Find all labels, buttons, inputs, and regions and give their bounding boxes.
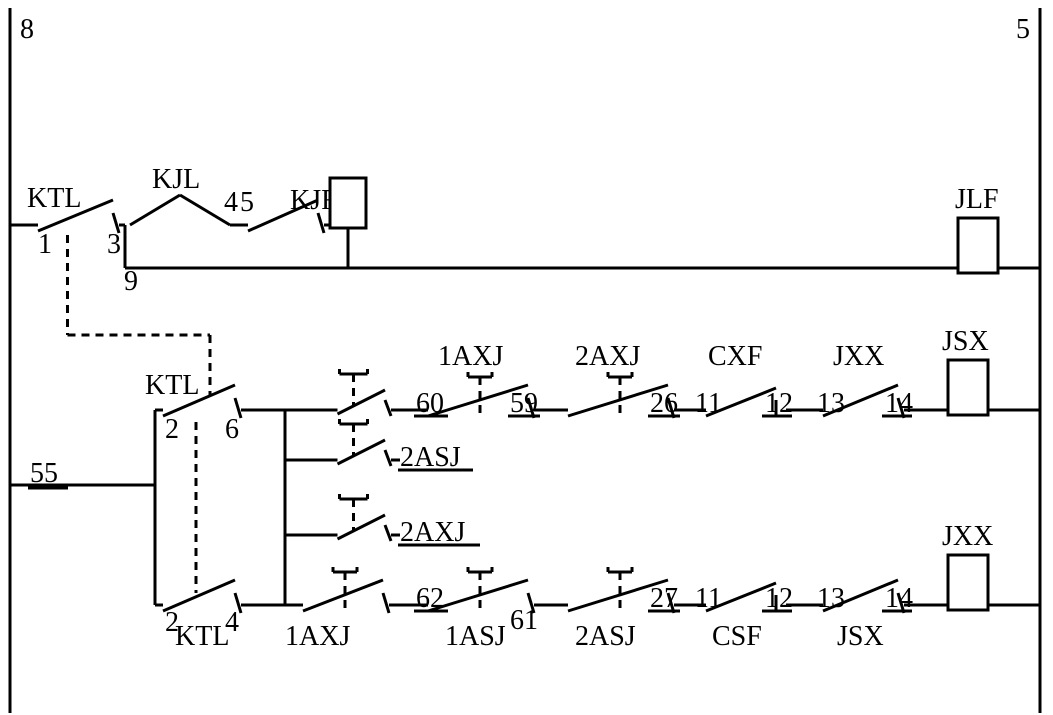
svg-text:2ASJ: 2ASJ — [400, 442, 461, 473]
svg-text:1AXJ: 1AXJ — [438, 341, 503, 372]
relay-ladder-diagram: 85KTL13KJL459KJFJLF55KTL262ASJ1AXJ60592A… — [0, 0, 1053, 715]
svg-text:59: 59 — [510, 388, 538, 419]
svg-text:4: 4 — [224, 187, 238, 218]
svg-text:9: 9 — [124, 266, 138, 297]
svg-text:KTL: KTL — [145, 370, 199, 401]
svg-text:55: 55 — [30, 458, 58, 489]
svg-text:1: 1 — [38, 229, 52, 260]
svg-text:1AXJ: 1AXJ — [285, 621, 350, 652]
svg-text:2AXJ: 2AXJ — [575, 341, 640, 372]
svg-text:3: 3 — [107, 229, 121, 260]
svg-text:JXX: JXX — [942, 521, 993, 552]
svg-text:6: 6 — [225, 414, 239, 445]
svg-text:2: 2 — [165, 607, 179, 638]
schematic-svg: 85KTL13KJL459KJFJLF55KTL262ASJ1AXJ60592A… — [0, 0, 1053, 715]
svg-text:JSX: JSX — [837, 621, 884, 652]
svg-text:62: 62 — [416, 583, 444, 614]
svg-text:JXX: JXX — [833, 341, 884, 372]
svg-text:KJL: KJL — [152, 164, 200, 195]
svg-text:2: 2 — [165, 414, 179, 445]
svg-text:14: 14 — [885, 388, 913, 419]
svg-text:13: 13 — [817, 388, 845, 419]
svg-text:CSF: CSF — [712, 621, 762, 652]
svg-text:1ASJ: 1ASJ — [445, 621, 506, 652]
svg-text:JSX: JSX — [942, 326, 989, 357]
svg-text:26: 26 — [650, 388, 678, 419]
svg-text:61: 61 — [510, 605, 538, 636]
svg-text:13: 13 — [817, 583, 845, 614]
svg-text:5: 5 — [240, 187, 254, 218]
svg-text:KTL: KTL — [175, 621, 229, 652]
svg-text:8: 8 — [20, 14, 34, 45]
svg-text:JLF: JLF — [955, 184, 999, 215]
svg-text:12: 12 — [765, 388, 793, 419]
svg-text:KTL: KTL — [27, 183, 81, 214]
svg-text:2AXJ: 2AXJ — [400, 517, 465, 548]
svg-text:4: 4 — [225, 607, 239, 638]
svg-text:2ASJ: 2ASJ — [575, 621, 636, 652]
svg-text:27: 27 — [650, 583, 678, 614]
svg-text:14: 14 — [885, 583, 913, 614]
svg-text:12: 12 — [765, 583, 793, 614]
svg-text:CXF: CXF — [708, 341, 762, 372]
svg-text:5: 5 — [1016, 14, 1030, 45]
svg-text:60: 60 — [416, 388, 444, 419]
